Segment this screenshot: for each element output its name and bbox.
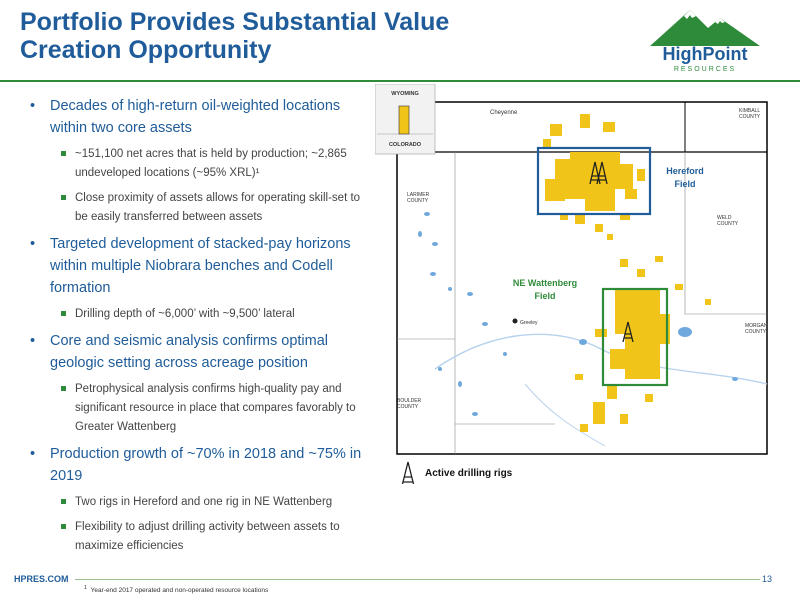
bullet-4: Production growth of ~70% in 2018 and ~7… (28, 443, 373, 487)
county-label-line: WELD (717, 215, 732, 221)
title-divider (0, 80, 800, 82)
logo-name: HighPoint (662, 44, 748, 64)
bullet-1: Decades of high-return oil-weighted loca… (28, 95, 373, 139)
logo-subtitle: RESOURCES (673, 66, 737, 73)
inset-area (398, 105, 410, 135)
hereford-field-box (536, 146, 652, 216)
morgan-county-label: MORGAN COUNTY (745, 323, 768, 335)
county-label-line: COUNTY (397, 404, 419, 410)
legend-label: Active drilling rigs (425, 468, 513, 479)
legend-rig-icon (401, 461, 415, 484)
footnote-text: Year-end 2017 operated and non-operated … (90, 587, 269, 595)
sub-bullet-3-1: Petrophysical analysis confirms high-qua… (28, 380, 373, 437)
greeley-label: Greeley (520, 320, 538, 326)
hereford-label-2: Field (674, 179, 695, 189)
wattenberg-label-1: NE Wattenberg (513, 278, 577, 288)
page-title: Portfolio Provides Substantial Value Cre… (20, 8, 449, 64)
county-label-line: BOULDER (397, 398, 422, 404)
bullet-list: Decades of high-return oil-weighted loca… (28, 95, 373, 562)
county-label-line: KIMBALL (739, 108, 760, 114)
footnote: 1 Year-end 2017 operated and non-operate… (84, 585, 268, 594)
footer-website: HPRES.COM (14, 574, 69, 584)
county-label-line: COUNTY (717, 221, 739, 227)
mountain-logo-icon (650, 10, 760, 46)
inset-colorado: COLORADO (389, 142, 422, 148)
weld-county-label: WELD COUNTY (717, 215, 739, 227)
wattenberg-acreage (575, 256, 711, 432)
hereford-acreage (543, 114, 645, 240)
bullet-2: Targeted development of stacked-pay hori… (28, 233, 373, 299)
title-line-2: Creation Opportunity (20, 36, 272, 64)
river (434, 333, 768, 385)
greeley-marker (512, 318, 518, 324)
drilling-rig-icon (622, 321, 634, 343)
sub-bullet-4-1: Two rigs in Hereford and one rig in NE W… (28, 493, 373, 512)
sub-bullet-2-1: Drilling depth of ~6,000’ with ~9,500’ l… (28, 305, 373, 324)
sub-bullet-1-2: Close proximity of assets allows for ope… (28, 189, 373, 227)
river (524, 383, 606, 447)
footnote-mark: 1 (84, 585, 88, 591)
county-label-line: COUNTY (739, 114, 761, 120)
bullet-3: Core and seismic analysis confirms optim… (28, 330, 373, 374)
wattenberg-label-2: Field (534, 291, 555, 301)
cheyenne-label: Cheyenne (490, 110, 518, 116)
county-label-line: COUNTY (407, 198, 429, 204)
acreage-map: Cheyenne KIMBALL COUNTY LARIMER COUNTY WEL… (375, 84, 768, 484)
kimball-county-label: KIMBALL COUNTY (739, 108, 761, 120)
sub-bullet-1-1: ~151,100 net acres that is held by produ… (28, 145, 373, 183)
title-line-1: Portfolio Provides Substantial Value (20, 8, 450, 36)
county-label-line: COUNTY (745, 329, 767, 335)
county-label-line: MORGAN (745, 323, 768, 329)
county-label-line: LARIMER (407, 192, 430, 198)
drilling-rig-icon (596, 161, 608, 185)
hereford-label-1: Hereford (666, 166, 704, 176)
county-border (684, 152, 767, 315)
lakes (418, 212, 738, 416)
page-number: 13 (762, 574, 773, 584)
larimer-county-label: LARIMER COUNTY (407, 192, 430, 204)
footer-divider (75, 579, 760, 580)
wattenberg-field-box (601, 287, 669, 387)
boulder-county-label: BOULDER COUNTY (397, 398, 422, 410)
inset-wyoming: WYOMING (391, 91, 419, 97)
company-logo: HighPoint RESOURCES (640, 4, 770, 78)
sub-bullet-4-2: Flexibility to adjust drilling activity … (28, 518, 373, 556)
